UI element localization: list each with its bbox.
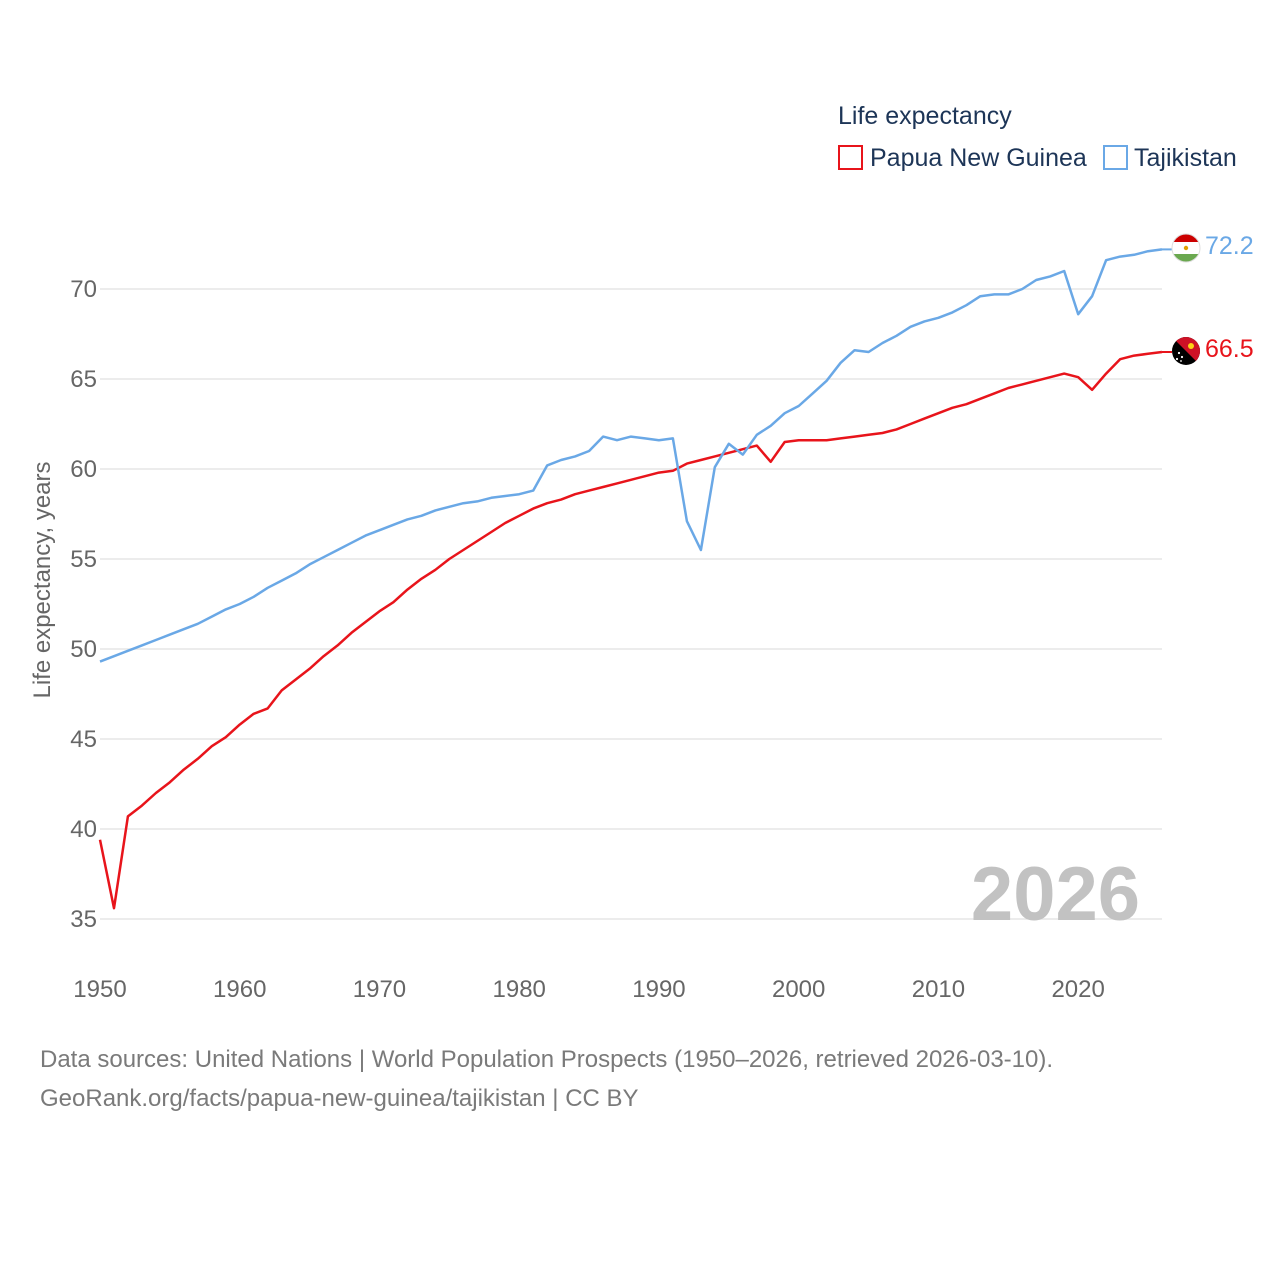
series-line-papua-new-guinea[interactable]	[98, 350, 1163, 910]
year-watermark: 2026	[971, 852, 1140, 937]
grid	[100, 288, 1162, 920]
y-axis-title: Life expectancy, years	[29, 461, 56, 698]
series-lines	[98, 248, 1172, 910]
x-tick-label: 2020	[1051, 976, 1104, 1003]
y-tick-label: 60	[70, 456, 97, 483]
tajikistan-flag-icon	[1171, 233, 1201, 263]
legend-label-tajikistan[interactable]: Tajikistan	[1134, 144, 1237, 172]
footer-link[interactable]: GeoRank.org/facts/papua-new-guinea/tajik…	[40, 1085, 639, 1112]
legend-swatch-papua-new-guinea[interactable]	[838, 145, 863, 170]
x-tick-label: 1950	[73, 976, 126, 1003]
legend: Life expectancy Papua New Guinea Tajikis…	[838, 102, 1237, 172]
x-tick-label: 2010	[912, 976, 965, 1003]
legend-title: Life expectancy	[838, 102, 1012, 130]
papua-new-guinea-flag-icon	[1172, 337, 1200, 365]
x-tick-label: 1970	[353, 976, 406, 1003]
footer-sources: Data sources: United Nations | World Pop…	[40, 1046, 1054, 1073]
y-tick-label: 45	[70, 726, 97, 753]
y-tick-label: 50	[70, 636, 97, 663]
legend-label-papua-new-guinea[interactable]: Papua New Guinea	[870, 144, 1087, 172]
y-tick-label: 65	[70, 366, 97, 393]
legend-swatch-tajikistan[interactable]	[1103, 145, 1128, 170]
x-tick-label: 1980	[493, 976, 546, 1003]
series-line-tajikistan[interactable]	[99, 248, 1163, 663]
x-axis-ticks: 1950 1960 1970 1980 1990 2000 2010 2020	[73, 976, 1105, 1003]
y-tick-label: 40	[70, 816, 97, 843]
x-tick-label: 1990	[632, 976, 685, 1003]
x-tick-label: 1960	[213, 976, 266, 1003]
y-axis-ticks: 35 40 45 50 55 60 65 70	[70, 276, 97, 933]
end-label-papua-new-guinea: 66.5	[1205, 335, 1254, 363]
y-tick-label: 35	[70, 906, 97, 933]
end-label-tajikistan: 72.2	[1205, 232, 1254, 260]
y-tick-label: 70	[70, 276, 97, 303]
y-tick-label: 55	[70, 546, 97, 573]
x-tick-label: 2000	[772, 976, 825, 1003]
